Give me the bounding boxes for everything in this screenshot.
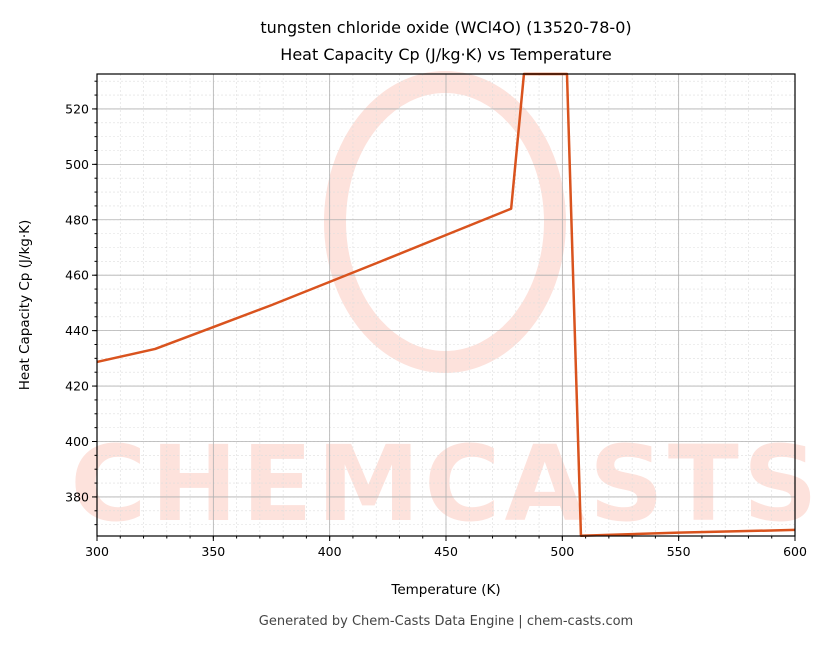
- x-tick-label: 550: [667, 544, 691, 559]
- y-tick-label: 420: [65, 379, 89, 394]
- y-axis-label: Heat Capacity Cp (J/kg·K): [17, 220, 33, 390]
- x-tick-label: 450: [434, 544, 458, 559]
- x-tick-label: 350: [201, 544, 225, 559]
- y-tick-label: 380: [65, 489, 89, 504]
- x-tick-label: 600: [783, 544, 807, 559]
- footer: Generated by Chem-Casts Data Engine | ch…: [259, 614, 633, 629]
- y-tick-label: 480: [65, 212, 89, 227]
- y-tick-label: 500: [65, 157, 89, 172]
- chart-title: tungsten chloride oxide (WCl4O) (13520-7…: [260, 18, 631, 37]
- y-tick-label: 400: [65, 434, 89, 449]
- x-tick-label: 500: [550, 544, 574, 559]
- x-axis-label: Temperature (K): [390, 582, 500, 598]
- watermark-logo: [324, 71, 566, 373]
- y-tick-label: 520: [65, 101, 89, 116]
- plot-frame: [96, 73, 796, 537]
- x-tick-label: 400: [318, 544, 342, 559]
- y-tick-label: 460: [65, 268, 89, 283]
- x-tick-label: 300: [85, 544, 109, 559]
- y-tick-label: 440: [65, 323, 89, 338]
- chart-subtitle: Heat Capacity Cp (J/kg·K) vs Temperature: [280, 45, 611, 64]
